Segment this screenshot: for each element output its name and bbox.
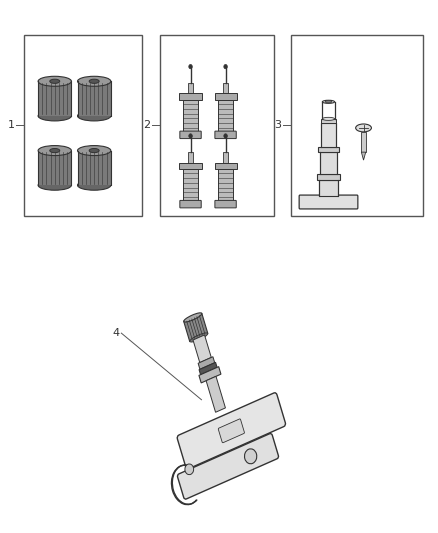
Bar	[188, 83, 193, 93]
Bar	[319, 180, 338, 196]
Bar	[24, 35, 142, 216]
FancyBboxPatch shape	[177, 433, 279, 499]
Ellipse shape	[78, 111, 111, 121]
FancyBboxPatch shape	[180, 200, 201, 208]
Ellipse shape	[325, 101, 332, 103]
Bar	[199, 362, 217, 375]
Text: 1: 1	[7, 120, 14, 130]
Bar	[78, 150, 111, 185]
Bar	[320, 152, 337, 174]
Ellipse shape	[78, 76, 111, 86]
Bar	[193, 335, 211, 362]
Ellipse shape	[50, 149, 60, 152]
Bar	[188, 152, 193, 163]
Bar	[160, 35, 274, 216]
Bar	[180, 93, 201, 100]
Ellipse shape	[38, 76, 71, 86]
Bar	[223, 83, 228, 93]
Bar	[321, 123, 336, 147]
Bar	[206, 376, 226, 413]
Ellipse shape	[78, 180, 111, 190]
Bar	[38, 82, 71, 116]
FancyBboxPatch shape	[215, 200, 236, 208]
FancyBboxPatch shape	[299, 195, 358, 209]
Ellipse shape	[322, 117, 335, 120]
Ellipse shape	[50, 79, 60, 83]
Ellipse shape	[38, 146, 71, 156]
Bar	[321, 119, 336, 123]
FancyBboxPatch shape	[180, 131, 201, 139]
Text: 3: 3	[275, 120, 282, 130]
Ellipse shape	[322, 100, 335, 103]
Bar	[215, 93, 237, 100]
Circle shape	[244, 449, 257, 464]
Circle shape	[224, 64, 227, 69]
Polygon shape	[361, 152, 366, 160]
Bar	[218, 100, 233, 132]
Bar	[184, 313, 208, 342]
Bar	[183, 169, 198, 201]
Bar	[198, 357, 215, 369]
Text: 2: 2	[143, 120, 150, 130]
Bar	[318, 147, 339, 152]
Circle shape	[189, 134, 192, 138]
Ellipse shape	[190, 333, 208, 342]
Bar	[291, 35, 423, 216]
Circle shape	[224, 134, 227, 138]
Ellipse shape	[38, 180, 71, 190]
Bar	[218, 169, 233, 201]
Ellipse shape	[184, 313, 202, 322]
Ellipse shape	[89, 149, 99, 152]
Text: 4: 4	[113, 328, 120, 338]
FancyBboxPatch shape	[177, 393, 286, 469]
Bar	[38, 150, 71, 185]
Bar	[183, 100, 198, 132]
Bar	[215, 163, 237, 169]
Bar	[199, 367, 221, 383]
Bar	[180, 163, 201, 169]
Bar	[361, 132, 366, 152]
Bar	[317, 174, 340, 180]
Bar	[78, 82, 111, 116]
Ellipse shape	[89, 79, 99, 83]
Circle shape	[185, 464, 194, 474]
Ellipse shape	[356, 124, 371, 132]
Ellipse shape	[78, 146, 111, 156]
Ellipse shape	[38, 111, 71, 121]
FancyBboxPatch shape	[218, 419, 244, 443]
Bar	[223, 152, 228, 163]
Circle shape	[189, 64, 192, 69]
FancyBboxPatch shape	[215, 131, 236, 139]
